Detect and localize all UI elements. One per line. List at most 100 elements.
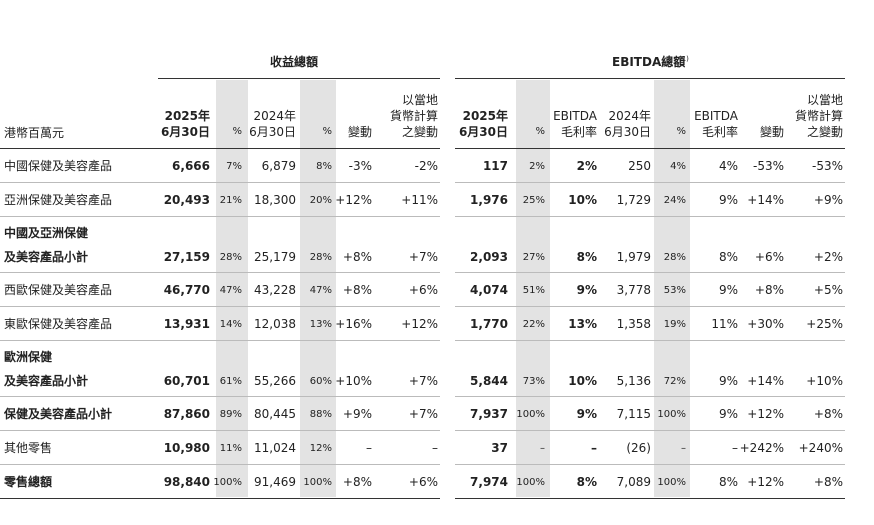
cell: 9% [718, 193, 738, 207]
cell: 21% [219, 195, 242, 206]
cell: 4% [670, 161, 686, 172]
cell: 9% [718, 374, 738, 388]
cell: -53% [811, 159, 843, 173]
row-rule [455, 340, 845, 341]
cell: 72% [663, 376, 686, 387]
cell: 8% [576, 475, 597, 489]
cell: 100% [213, 477, 242, 488]
cell: 60,701 [163, 374, 210, 388]
cell: +14% [747, 193, 784, 207]
row-rule [455, 464, 845, 465]
cell: 88% [309, 409, 332, 420]
row-label: 中國及亞洲保健 [4, 226, 89, 240]
row-label: 保健及美容產品小計 [4, 407, 113, 421]
row-label: 及美容產品小計 [4, 374, 89, 388]
cell: +9% [342, 407, 372, 421]
row-rule [0, 498, 440, 499]
column-header: EBITDA [694, 109, 738, 123]
column-header: 毛利率 [701, 125, 738, 139]
cell: 6,879 [261, 159, 296, 173]
cell: +6% [754, 250, 784, 264]
cell: 7,937 [470, 407, 508, 421]
column-header: 變動 [759, 125, 784, 139]
cell: 13% [568, 317, 597, 331]
cell: 10,980 [163, 441, 210, 455]
cell: 100% [303, 477, 332, 488]
cell: 8% [576, 250, 597, 264]
cell: +8% [342, 283, 372, 297]
row-rule [0, 306, 440, 307]
rule [455, 78, 845, 79]
cell: 7,089 [616, 475, 651, 489]
cell: 43,228 [254, 283, 296, 297]
shade-column [300, 80, 336, 497]
cell: 9% [576, 407, 597, 421]
cell: 2% [576, 159, 597, 173]
row-label: 西歐保健及美容產品 [4, 283, 113, 297]
column-header: 以當地 [401, 93, 438, 107]
cell: 100% [516, 477, 545, 488]
cell: 19% [663, 319, 686, 330]
row-label: 中國保健及美容產品 [4, 159, 113, 173]
cell: -53% [752, 159, 784, 173]
row-rule [0, 216, 440, 217]
cell: 55,266 [254, 374, 296, 388]
cell: +7% [408, 250, 438, 264]
row-rule [455, 272, 845, 273]
row-rule [455, 306, 845, 307]
row-rule [455, 396, 845, 397]
column-header: 貨幣計算 [794, 109, 843, 123]
cell: 20,493 [163, 193, 210, 207]
cell: +2% [813, 250, 843, 264]
cell: 6,666 [172, 159, 210, 173]
cell: 28% [663, 252, 686, 263]
ebitda-note: (1) [679, 55, 689, 63]
column-header: % [535, 126, 545, 137]
cell: 27% [522, 252, 545, 263]
rule [455, 148, 845, 149]
cell: 60% [309, 376, 332, 387]
shade-column [516, 80, 550, 497]
cell: 100% [657, 477, 686, 488]
column-header: % [322, 126, 332, 137]
column-header: 之變動 [401, 125, 438, 139]
cell: 9% [576, 283, 597, 297]
cell: 1,729 [616, 193, 651, 207]
column-header: 2024年 [608, 109, 651, 123]
rule [158, 78, 440, 79]
cell: 87,860 [163, 407, 210, 421]
column-header: % [232, 126, 242, 137]
cell: 1,770 [470, 317, 508, 331]
cell: 5,844 [470, 374, 508, 388]
cell: -3% [348, 159, 372, 173]
cell: 91,469 [254, 475, 296, 489]
column-header: 2024年 [253, 109, 296, 123]
cell: 14% [219, 319, 242, 330]
row-label: 東歐保健及美容產品 [4, 317, 113, 331]
cell: 25,179 [254, 250, 296, 264]
cell: 11,024 [254, 441, 296, 455]
cell: 10% [568, 374, 597, 388]
column-header: 貨幣計算 [389, 109, 438, 123]
ebitda-title: EBITDA總額 [612, 55, 686, 69]
cell: 100% [516, 409, 545, 420]
cell: 2,093 [470, 250, 508, 264]
cell: 8% [718, 250, 738, 264]
cell: +8% [813, 475, 843, 489]
cell: – [540, 443, 545, 454]
cell: – [432, 441, 438, 455]
row-rule [0, 272, 440, 273]
cell: 24% [663, 195, 686, 206]
cell: 4,074 [470, 283, 508, 297]
column-header: 6月30日 [458, 125, 508, 139]
cell: -2% [414, 159, 438, 173]
cell: +10% [335, 374, 372, 388]
shade-column [216, 80, 248, 497]
cell: 11% [219, 443, 242, 454]
row-label: 歐洲保健 [4, 350, 53, 364]
cell: 3,778 [616, 283, 651, 297]
cell: +8% [813, 407, 843, 421]
column-header: 6月30日 [604, 125, 651, 139]
row-rule [0, 464, 440, 465]
